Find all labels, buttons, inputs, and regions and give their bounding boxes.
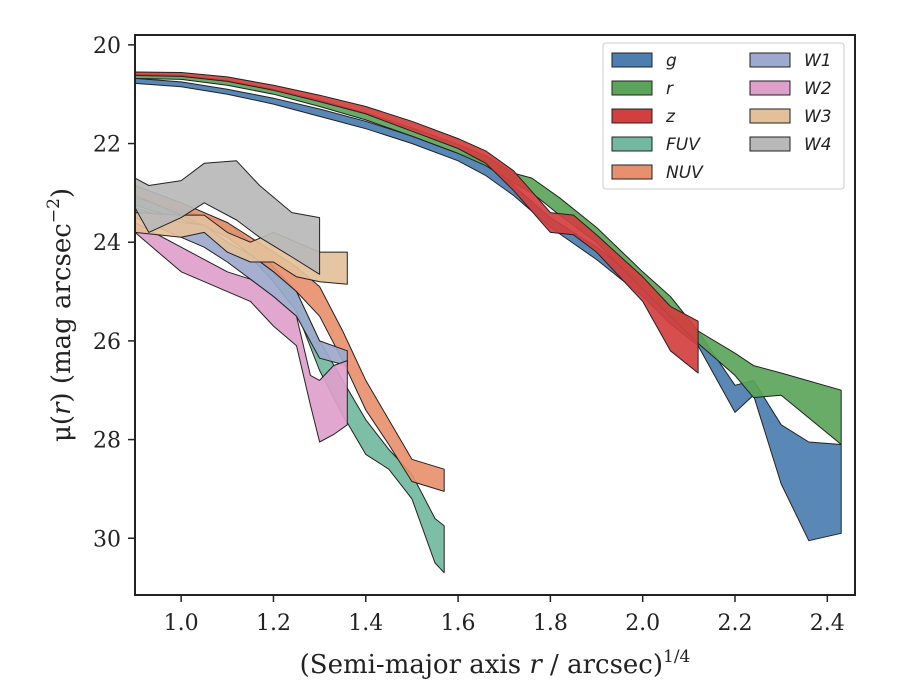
plot-frame [134, 34, 856, 596]
legend-label-z: z [665, 107, 676, 127]
y-axis-label: μ(r) (mag arcsec−2) [44, 188, 77, 442]
x-tick-label: 1.8 [533, 611, 568, 636]
legend: grz FUV NUV W1 W2 W3 W4 [602, 42, 845, 190]
y-tick-label: 28 [93, 429, 121, 454]
legend-swatch-w3 [749, 108, 791, 124]
y-tick-label: 22 [93, 133, 121, 158]
legend-label-r: r [666, 79, 674, 99]
legend-swatch-nuv [611, 164, 653, 180]
y-tick-label: 20 [93, 34, 121, 59]
x-tick-label: 1.6 [441, 611, 476, 636]
legend-swatch-r [611, 80, 653, 96]
legend-label-w1: W1 [804, 51, 832, 71]
x-tick-label: 2.2 [718, 611, 753, 636]
band-w3 [134, 212, 348, 285]
x-tick-label: 1.0 [164, 611, 199, 636]
y-axis-ticks: 20 22 24 26 28 30 [93, 34, 135, 552]
legend-box [602, 42, 845, 190]
legend-label-fuv: FUV [666, 135, 701, 155]
legend-swatch-z [611, 108, 653, 124]
series-bands [134, 71, 842, 574]
legend-label-nuv: NUV [666, 163, 704, 183]
legend-swatch-w4 [749, 136, 791, 152]
legend-label-w3: W3 [804, 107, 832, 127]
y-tick-label: 26 [93, 330, 121, 355]
x-axis-label: (Semi-major axis r / arcsec)1/4 [300, 647, 691, 680]
x-tick-label: 2.4 [810, 611, 845, 636]
legend-label-g: g [666, 51, 677, 71]
legend-swatch-g [611, 52, 653, 68]
legend-swatch-w2 [749, 80, 791, 96]
band-z [134, 71, 699, 374]
x-tick-label: 1.2 [256, 611, 291, 636]
legend-swatch-w1 [749, 52, 791, 68]
legend-label-w4: W4 [804, 135, 832, 155]
x-axis-ticks: 1.0 1.2 1.4 1.6 1.8 2.0 2.2 2.4 [164, 595, 845, 636]
band-w2 [134, 222, 348, 443]
x-tick-label: 2.0 [625, 611, 660, 636]
legend-swatch-fuv [611, 136, 653, 152]
legend-label-w2: W2 [804, 79, 832, 99]
y-tick-label: 24 [93, 231, 121, 256]
x-tick-label: 1.4 [348, 611, 383, 636]
band-w4 [134, 160, 321, 275]
y-tick-label: 30 [93, 527, 121, 552]
